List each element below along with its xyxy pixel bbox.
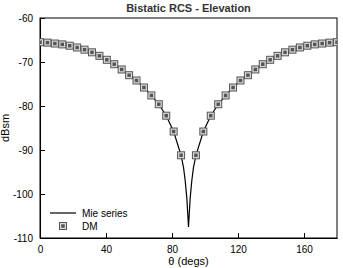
y-axis-title: dBsm (0, 114, 11, 142)
y-tick-mark (40, 18, 45, 19)
legend-label: Mie series (82, 208, 128, 219)
marker (334, 39, 338, 46)
x-axis-line (41, 238, 338, 239)
marker (200, 128, 207, 135)
y-tick-mark (40, 150, 45, 151)
y-tick: -100 (13, 189, 45, 200)
marker (289, 46, 296, 53)
marker (222, 92, 229, 99)
y-tick-label: -80 (19, 101, 34, 112)
plot: 0 40 80 120 160 -110 -100 -90 -80 -70 -60 Mie serie… (13, 13, 341, 255)
x-tick-mark (106, 233, 107, 238)
y-tick-mark (40, 238, 45, 239)
legend-entry: DM (60, 221, 98, 232)
y-tick-mark (40, 106, 45, 107)
y-tick: -80 (19, 101, 45, 112)
x-tick: 120 (230, 233, 247, 255)
x-tick-label: 120 (230, 244, 247, 255)
line (40, 42, 337, 227)
marker (252, 66, 259, 73)
marker (319, 40, 326, 47)
x-tick-mark (304, 233, 305, 238)
plot-frame (40, 18, 337, 238)
marker (40, 39, 44, 46)
y-tick-mark (40, 62, 45, 63)
marker (207, 112, 214, 119)
y-tick-label: -60 (19, 13, 34, 24)
x-tick-label: 0 (38, 244, 44, 255)
marker (282, 49, 289, 56)
x-tick: 40 (101, 233, 113, 255)
legend-swatch (60, 223, 67, 230)
y-tick: -70 (19, 57, 45, 68)
x-tick-label: 160 (296, 244, 313, 255)
data-area (40, 39, 337, 227)
marker (88, 49, 95, 56)
legend-label: DM (82, 221, 98, 232)
marker (178, 152, 185, 159)
legend-swatch (50, 212, 76, 213)
marker (237, 77, 244, 84)
x-tick: 160 (296, 233, 313, 255)
marker (244, 72, 251, 79)
marker (296, 44, 303, 51)
y-tick: -60 (19, 13, 45, 24)
marker (274, 52, 281, 59)
legend-entry: Mie series (50, 208, 128, 219)
y-tick-mark (40, 194, 45, 195)
marker (74, 44, 81, 51)
marker (59, 41, 66, 48)
marker (192, 152, 199, 159)
y-tick: -110 (14, 233, 45, 244)
marker (51, 40, 58, 47)
y-tick-label: -90 (19, 145, 34, 156)
marker (155, 101, 162, 108)
y-tick-label: -70 (19, 57, 34, 68)
marker (215, 101, 222, 108)
legend: Mie series DM (50, 208, 128, 232)
chart: Bistatic RCS - Elevation04080120160-110-… (0, 0, 343, 268)
y-tick-label: -110 (14, 233, 34, 244)
marker (81, 46, 88, 53)
marker (44, 39, 51, 46)
y-axis-line (40, 19, 41, 239)
marker (126, 72, 133, 79)
marker (267, 56, 274, 63)
marker (163, 112, 170, 119)
marker (311, 41, 318, 48)
x-tick: 80 (167, 233, 179, 255)
marker (111, 61, 118, 68)
x-axis: 0 40 80 120 160 (38, 233, 338, 255)
marker (230, 84, 237, 91)
y-tick: -90 (19, 145, 45, 156)
marker (140, 84, 147, 91)
x-tick-mark (172, 233, 173, 238)
marker (170, 128, 177, 135)
marker (133, 77, 140, 84)
marker (118, 66, 125, 73)
y-axis: -110 -100 -90 -80 -70 -60 (13, 13, 45, 244)
x-axis-title: θ (degs) (168, 255, 208, 267)
x-tick-mark (238, 233, 239, 238)
marker (259, 61, 266, 68)
x-tick-label: 80 (167, 244, 179, 255)
marker (148, 92, 155, 99)
title: Bistatic RCS - Elevation (126, 2, 251, 14)
marker (96, 52, 103, 59)
marker (66, 42, 73, 49)
marker (304, 42, 311, 49)
marker (103, 56, 110, 63)
marker (326, 39, 333, 46)
x-tick-label: 40 (101, 244, 113, 255)
y-tick-label: -100 (13, 189, 33, 200)
